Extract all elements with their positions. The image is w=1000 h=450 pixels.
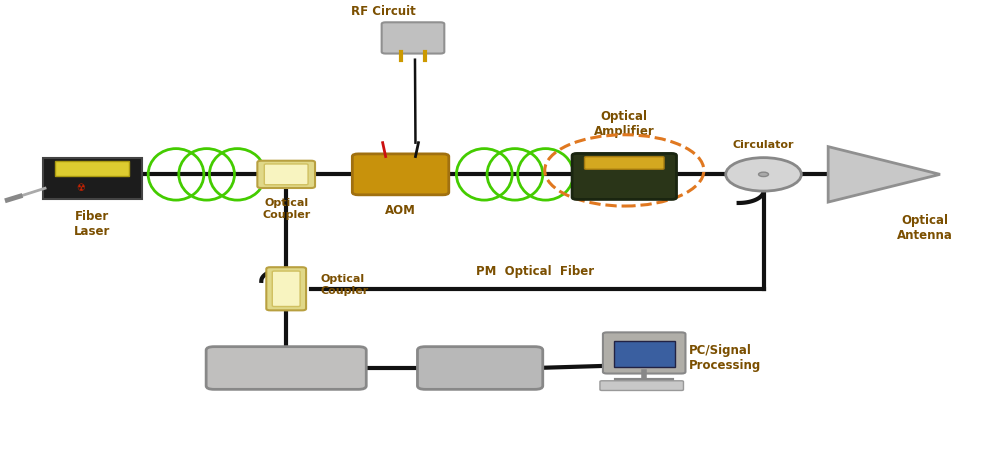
FancyBboxPatch shape [43, 158, 142, 199]
FancyBboxPatch shape [352, 154, 449, 195]
Text: PM  Optical  Fiber: PM Optical Fiber [476, 265, 594, 278]
FancyBboxPatch shape [572, 153, 677, 199]
Text: Fiber
Laser: Fiber Laser [74, 210, 110, 238]
Ellipse shape [759, 172, 768, 176]
FancyBboxPatch shape [272, 271, 300, 306]
FancyBboxPatch shape [266, 267, 306, 310]
Text: Optical
Coupler: Optical Coupler [262, 198, 310, 220]
FancyBboxPatch shape [600, 381, 683, 391]
FancyBboxPatch shape [614, 341, 675, 367]
Text: Circulator: Circulator [733, 140, 794, 150]
FancyBboxPatch shape [264, 164, 308, 185]
FancyBboxPatch shape [417, 346, 543, 389]
Polygon shape [828, 147, 940, 202]
Text: Balanced
Detector: Balanced Detector [258, 357, 315, 379]
Text: Optical
Coupler: Optical Coupler [320, 274, 368, 296]
Text: PC/Signal
Processing: PC/Signal Processing [689, 344, 761, 372]
Text: AOM: AOM [385, 204, 416, 217]
Ellipse shape [726, 158, 801, 191]
FancyBboxPatch shape [585, 157, 664, 169]
Text: Optical
Antenna: Optical Antenna [897, 214, 953, 242]
Text: Optical
Amplifier: Optical Amplifier [594, 110, 655, 138]
FancyBboxPatch shape [382, 22, 444, 54]
FancyBboxPatch shape [206, 346, 366, 389]
Text: ☢: ☢ [76, 183, 85, 193]
FancyBboxPatch shape [603, 333, 685, 374]
FancyBboxPatch shape [55, 162, 129, 176]
Text: RF Circuit: RF Circuit [351, 5, 416, 18]
Text: A/D
FPGA: A/D FPGA [463, 357, 497, 379]
FancyBboxPatch shape [257, 161, 315, 188]
